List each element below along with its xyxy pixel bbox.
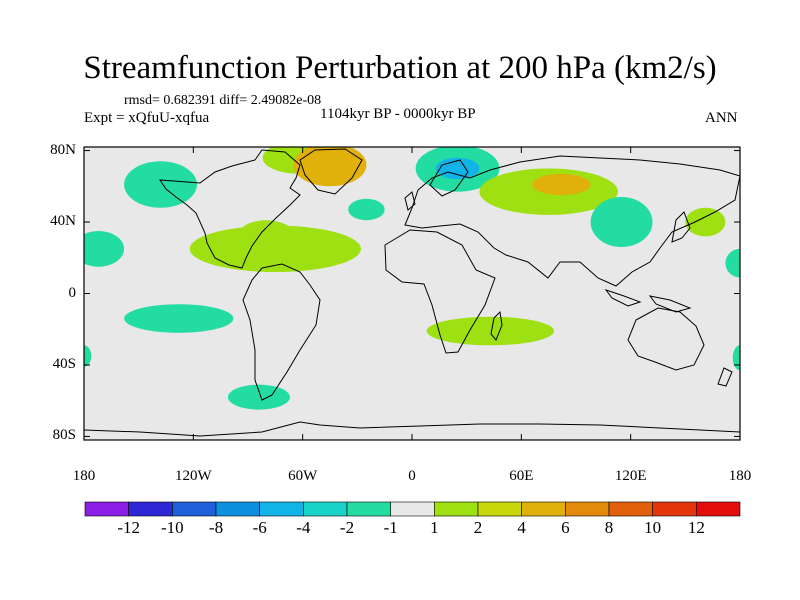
- coast-greenland: [299, 148, 363, 195]
- coast-indonesia-a: [604, 289, 642, 307]
- coast-indonesia-b: [648, 295, 692, 313]
- colorbar-box: [521, 501, 566, 517]
- anomaly-layer: [84, 147, 740, 410]
- anomaly-s-atlantic-neg: [227, 384, 290, 410]
- coast-japan: [671, 211, 691, 243]
- coast-antarctica: [84, 421, 740, 437]
- colorbar-box: [215, 501, 260, 517]
- colorbar-box: [259, 501, 304, 517]
- colorbar-label: 1: [430, 518, 439, 537]
- season-label: ANN: [705, 110, 738, 126]
- lat-tick-label: 80N: [50, 141, 76, 158]
- axis-ticks: [83, 147, 741, 440]
- lat-tick-label: 0: [68, 284, 77, 301]
- anomaly-sw-pacific-edge-neg: [732, 345, 740, 371]
- coast-british-isles: [404, 191, 416, 211]
- colorbar-box: [477, 501, 522, 517]
- colorbar-label: -8: [208, 518, 224, 537]
- lat-tick-label: 80S: [52, 427, 76, 444]
- coast-scandinavia: [429, 159, 469, 197]
- colorbar-box: [565, 501, 610, 517]
- anomaly-central-atlantic-pos: [238, 220, 294, 249]
- colorbar: [84, 501, 741, 517]
- anomaly-se-pacific-edge-neg: [84, 345, 92, 367]
- colorbar-box: [128, 501, 173, 517]
- colorbar-label: 8: [604, 518, 614, 537]
- lon-tick-label: 180: [728, 468, 752, 484]
- colorbar-box: [696, 501, 741, 517]
- coast-australia: [627, 307, 705, 371]
- colorbar-label: 6: [561, 518, 570, 537]
- lon-tick-label: 60W: [288, 468, 318, 484]
- coast-africa: [384, 229, 496, 354]
- anomaly-n-atlantic-neg: [348, 198, 385, 221]
- colorbar-box: [652, 501, 697, 517]
- colorbar-label: -1: [383, 518, 398, 537]
- coast-eurasia: [404, 155, 740, 287]
- colorbar-label: -10: [160, 518, 184, 537]
- lat-tick-label: 40N: [50, 213, 76, 230]
- anomaly-nw-pacific-pos: [685, 207, 726, 237]
- colorbar-label: 12: [687, 518, 705, 537]
- colorbar-label: 2: [473, 518, 483, 537]
- colorbar-box: [390, 501, 435, 517]
- anomaly-atlantic-subtrop-pos: [189, 225, 361, 273]
- anomaly-greenland-pos: [293, 147, 367, 187]
- anomaly-s-pacific-neg: [124, 304, 234, 333]
- lon-tick-label: 120E: [614, 468, 647, 484]
- coast-north-america: [159, 149, 301, 269]
- anomaly-eurasia-core-pos: [532, 173, 591, 196]
- map-background: [84, 147, 740, 440]
- coast-south-america: [242, 263, 321, 401]
- colorbar-label: -6: [252, 518, 267, 537]
- colorbar-box: [608, 501, 653, 517]
- colorbar-label: -12: [117, 518, 140, 537]
- colorbar-box: [172, 501, 217, 517]
- anomaly-s-africa-pos: [426, 316, 555, 346]
- lon-tick-label: 0: [408, 468, 416, 484]
- colorbar-box: [84, 501, 129, 517]
- period-label: 1104kyr BP - 0000kyr BP: [320, 106, 476, 122]
- experiment-label: Expt = xQfuU-xqfua: [84, 110, 210, 126]
- chart-title: Streamfunction Perturbation at 200 hPa (…: [83, 50, 717, 86]
- colorbar-label: -4: [296, 518, 311, 537]
- stats-text: rmsd= 0.682391 diff= 2.49082e-08: [124, 93, 322, 108]
- coast-madagascar: [490, 310, 503, 341]
- lon-tick-label: 120W: [174, 468, 212, 484]
- coast-new-zealand: [717, 367, 733, 387]
- colorbar-label: -2: [339, 518, 355, 537]
- anomaly-pacific-west-neg: [84, 230, 125, 267]
- lon-tick-label: 60E: [509, 468, 534, 484]
- colorbar-label: 10: [644, 518, 662, 537]
- colorbar-box: [434, 501, 479, 517]
- anomaly-scandinavia-core-neg: [435, 157, 480, 180]
- coastlines: [84, 148, 740, 437]
- lat-tick-label: 40S: [52, 355, 76, 372]
- anomaly-n-pacific-neg: [124, 161, 197, 208]
- lon-tick-label: 180: [72, 468, 96, 484]
- colorbar-label: 4: [517, 518, 526, 537]
- anomaly-china-neg: [590, 197, 653, 248]
- colorbar-box: [346, 501, 391, 517]
- colorbar-box: [303, 501, 348, 517]
- anomaly-e-pacific-edge-neg: [725, 248, 740, 278]
